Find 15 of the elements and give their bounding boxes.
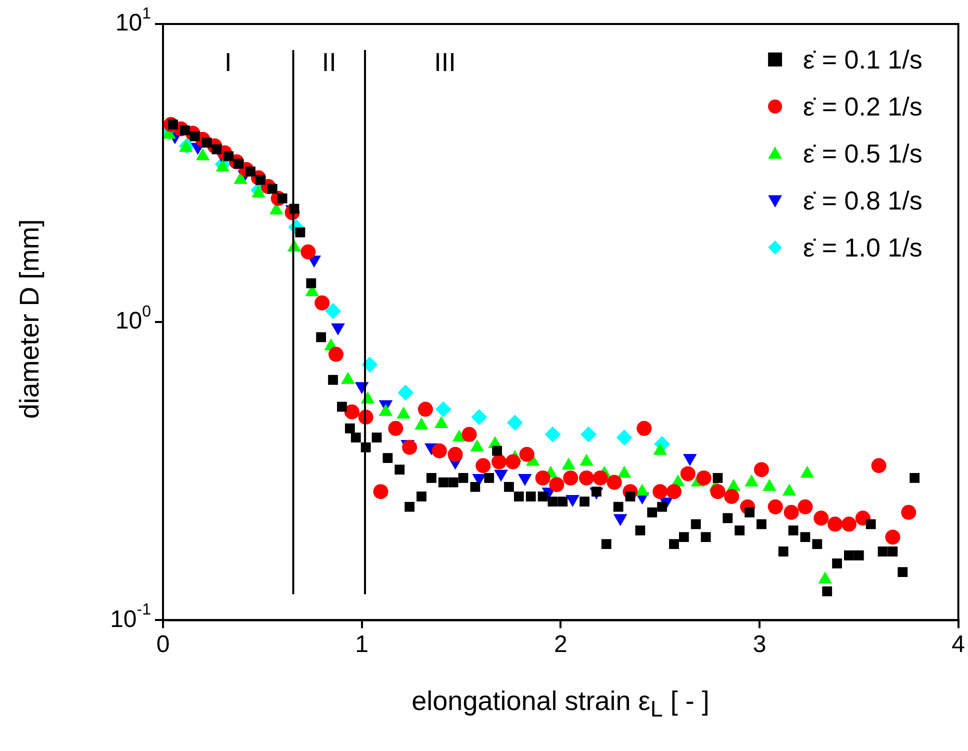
legend-label: ε̇ = 0.8 1/s bbox=[803, 186, 922, 216]
x-axis-title: elongational strain ε$_{L}$ [ - ] bbox=[410, 686, 710, 722]
x-tick-label: 0 bbox=[156, 631, 170, 658]
annotation: II bbox=[322, 47, 336, 78]
legend-label: ε̇ = 0.2 1/s bbox=[803, 92, 922, 122]
annotation: III bbox=[434, 47, 456, 78]
y-axis-title: diameter D [mm] bbox=[14, 219, 46, 419]
legend-label: ε̇ = 0.5 1/s bbox=[803, 138, 922, 169]
legend-label: ε̇ = 1.0 1/s bbox=[803, 232, 922, 263]
x-tick-label: 2 bbox=[554, 631, 568, 658]
x-tick-label: 3 bbox=[752, 631, 766, 658]
legend-label: ε̇ = 0.1 1/s bbox=[803, 44, 922, 75]
annotation: I bbox=[224, 47, 232, 78]
x-tick-label: 1 bbox=[355, 631, 369, 658]
x-tick-label: 4 bbox=[952, 631, 966, 658]
